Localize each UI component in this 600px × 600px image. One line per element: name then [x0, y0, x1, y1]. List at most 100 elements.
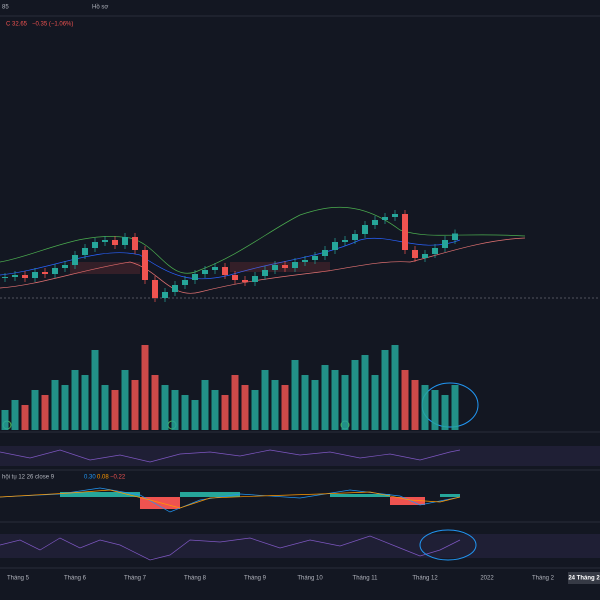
x-axis-label: Tháng 5	[7, 576, 30, 582]
cloud	[230, 262, 330, 272]
moving-average	[0, 237, 461, 280]
x-axis-label: Tháng 12	[412, 576, 438, 582]
volume-bar	[351, 360, 359, 430]
volume-bar	[71, 370, 79, 430]
candle	[102, 240, 108, 242]
signal-line	[0, 489, 461, 509]
candle	[162, 292, 168, 298]
volume-bar	[451, 385, 459, 430]
candle	[182, 280, 188, 285]
indicators	[0, 206, 526, 294]
volume-bar	[371, 375, 379, 430]
drawing-circle	[419, 529, 477, 561]
candle	[452, 233, 458, 240]
candle	[352, 234, 358, 240]
ichimoku-lower	[0, 237, 526, 294]
candle	[442, 240, 448, 248]
volume-bar	[411, 380, 419, 430]
candle	[22, 275, 28, 278]
rsi-band	[0, 534, 600, 558]
macd-name: hội tụ 12 26 close 9	[2, 475, 55, 481]
volume-bar	[441, 395, 449, 430]
candle	[212, 267, 218, 270]
candle	[132, 237, 138, 250]
volume-bar	[191, 400, 199, 430]
macd-line	[0, 487, 461, 513]
volume-bar	[361, 355, 369, 430]
candle	[272, 265, 278, 270]
volume-bar	[211, 390, 219, 430]
candle	[82, 248, 88, 255]
candle	[112, 240, 118, 245]
volume-bar	[111, 390, 119, 430]
candle	[2, 277, 8, 278]
volume-bar	[31, 390, 39, 430]
candle	[332, 242, 338, 250]
toolbar-item[interactable]: 85	[2, 5, 9, 11]
volume-bar	[121, 370, 129, 430]
macd-hist: −0.22	[110, 475, 126, 481]
volume-bar	[91, 350, 99, 430]
crosshair-label-bg	[568, 572, 600, 584]
macd-bars	[180, 492, 240, 497]
candle	[422, 254, 428, 258]
candle	[52, 268, 58, 274]
volume-bar	[181, 395, 189, 430]
candle	[252, 276, 258, 282]
macd-signal: 0.08	[97, 475, 109, 481]
volume-bar	[41, 395, 49, 430]
volume-bar	[321, 365, 329, 430]
candle	[172, 285, 178, 292]
candle	[322, 250, 328, 256]
volume-bar	[261, 370, 269, 430]
volume-bar	[131, 380, 139, 430]
x-axis-label: Tháng 8	[184, 576, 207, 582]
candle	[232, 275, 238, 280]
candle	[222, 267, 228, 275]
macd-bars	[440, 494, 460, 497]
candle	[142, 250, 148, 280]
candle	[302, 260, 308, 262]
candle	[72, 255, 78, 265]
volume-bar	[201, 380, 209, 430]
volume-bar	[61, 385, 69, 430]
x-axis-label: Tháng 10	[297, 576, 323, 582]
volume-bar	[391, 345, 399, 430]
x-axis-label: Tháng 9	[244, 576, 267, 582]
candle	[382, 217, 388, 220]
candle	[312, 256, 318, 260]
volume-bar	[251, 390, 259, 430]
volume-bar	[21, 405, 29, 430]
volume-bar	[231, 375, 239, 430]
candle	[42, 272, 48, 274]
rsi-line	[0, 535, 461, 561]
candle	[362, 225, 368, 234]
toolbar-item[interactable]: Hồ sơ	[92, 5, 108, 11]
macd-value: 0.30	[84, 475, 96, 481]
macd-bars	[330, 494, 390, 497]
volume-bar	[1, 410, 9, 430]
volume-bar	[301, 375, 309, 430]
candle	[432, 248, 438, 254]
volume-bar	[311, 380, 319, 430]
macd-bars	[390, 497, 425, 505]
volume-bar	[81, 375, 89, 430]
candle	[392, 214, 398, 217]
x-axis-label: 2022	[480, 576, 494, 582]
volume-bar	[281, 385, 289, 430]
candle	[282, 265, 288, 268]
volume-bar	[341, 375, 349, 430]
volume-bar	[171, 390, 179, 430]
candle	[202, 270, 208, 274]
volume-bar	[431, 390, 439, 430]
legend-close: C 32.65	[6, 22, 28, 28]
volume-bar	[241, 385, 249, 430]
volume-bar	[101, 385, 109, 430]
candle	[12, 275, 18, 277]
candle	[242, 280, 248, 282]
cloud	[70, 262, 140, 274]
volume-bar	[271, 380, 279, 430]
candle	[412, 250, 418, 258]
